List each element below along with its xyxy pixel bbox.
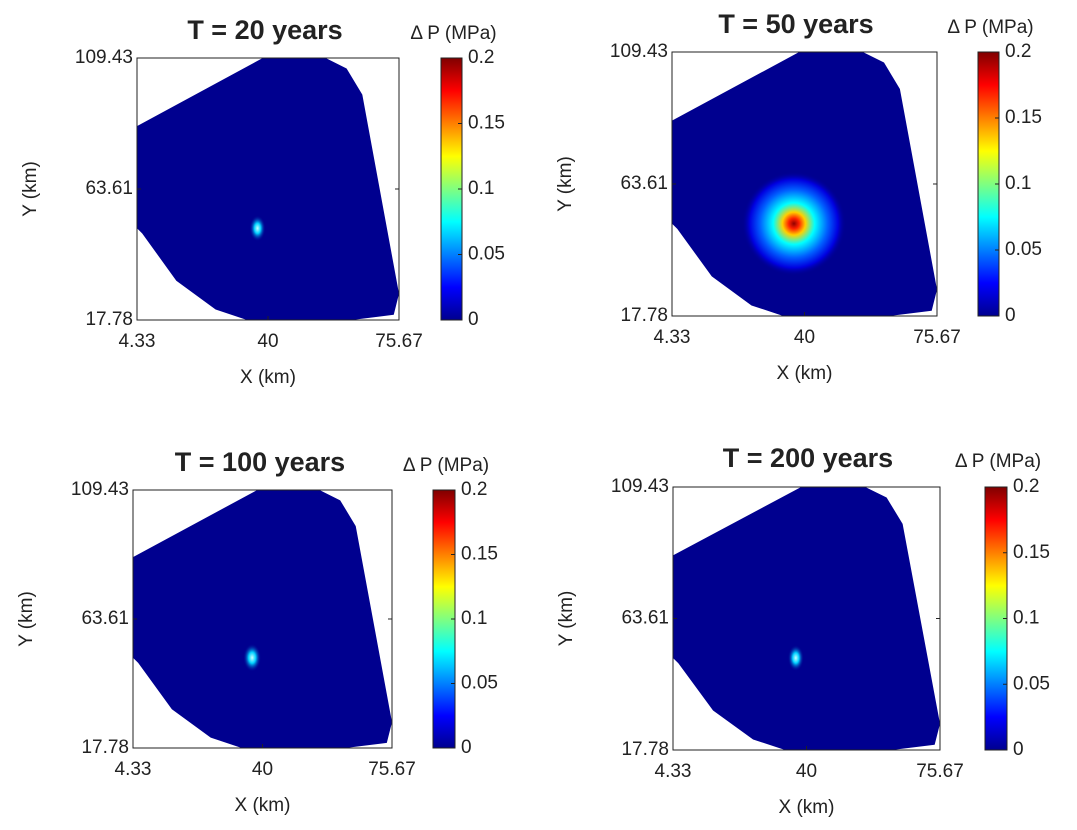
pressure-plume — [741, 171, 846, 276]
y-axis-label: Y (km) — [16, 591, 37, 647]
colorbar-tick-label: 0.2 — [1005, 41, 1031, 62]
y-tick-label: 109.43 — [610, 41, 668, 62]
colorbar-tick-label: 0.1 — [468, 178, 494, 199]
y-tick-label: 17.78 — [85, 309, 133, 330]
x-axis-label: X (km) — [779, 797, 835, 818]
colorbar-tick-label: 0 — [1005, 305, 1016, 326]
y-axis-label: Y (km) — [555, 156, 576, 212]
colorbar-tick-label: 0.05 — [461, 673, 498, 694]
x-axis-label: X (km) — [235, 795, 291, 816]
chart-title: T = 20 years — [187, 15, 342, 45]
y-tick-label: 17.78 — [620, 305, 668, 326]
colorbar-label: Δ P (MPa) — [410, 23, 496, 44]
colorbar-tick-label: 0.05 — [1005, 239, 1042, 260]
y-tick-label: 109.43 — [71, 479, 129, 500]
x-tick-label: 75.67 — [375, 331, 423, 352]
y-tick-label: 109.43 — [75, 47, 133, 68]
colorbar-tick-label: 0.1 — [1013, 608, 1039, 629]
x-tick-label: 75.67 — [916, 761, 964, 782]
x-tick-label: 4.33 — [654, 327, 691, 348]
colorbar-tick-label: 0 — [1013, 739, 1024, 760]
colorbar-label: Δ P (MPa) — [403, 455, 489, 476]
y-tick-label: 63.61 — [81, 608, 129, 629]
y-tick-label: 17.78 — [81, 737, 129, 758]
x-tick-label: 40 — [794, 327, 815, 348]
colorbar-tick-label: 0.2 — [461, 479, 487, 500]
chart-title: T = 200 years — [723, 443, 893, 473]
colorbar-tick-label: 0.05 — [468, 244, 505, 265]
x-axis-label: X (km) — [777, 363, 833, 384]
colorbar-tick-label: 0.15 — [1005, 107, 1042, 128]
pressure-plume — [243, 643, 262, 672]
y-tick-label: 63.61 — [621, 608, 669, 629]
y-tick-label: 17.78 — [621, 739, 669, 760]
colorbar-tick-label: 0 — [468, 309, 479, 330]
y-axis-label: Y (km) — [20, 161, 41, 217]
pressure-plume — [249, 215, 266, 242]
x-axis-label: X (km) — [240, 367, 296, 388]
x-tick-label: 4.33 — [119, 331, 156, 352]
reservoir-domain — [673, 487, 940, 750]
x-tick-label: 75.67 — [368, 759, 416, 780]
chart-title: T = 100 years — [175, 447, 345, 477]
colorbar-tick-label: 0.1 — [1005, 173, 1031, 194]
colorbar-tick-label: 0.15 — [468, 113, 505, 134]
x-tick-label: 75.67 — [913, 327, 961, 348]
y-axis-label: Y (km) — [556, 591, 577, 647]
colorbar-tick-label: 0 — [461, 737, 472, 758]
reservoir-domain — [137, 58, 399, 320]
chart-title: T = 50 years — [718, 9, 873, 39]
pressure-plume — [787, 644, 804, 671]
x-tick-label: 40 — [252, 759, 273, 780]
colorbar-tick-label: 0.05 — [1013, 673, 1050, 694]
x-tick-label: 40 — [796, 761, 817, 782]
colorbar-tick-label: 0.2 — [1013, 476, 1039, 497]
colorbar-label: Δ P (MPa) — [955, 451, 1041, 472]
y-tick-label: 63.61 — [85, 178, 133, 199]
x-tick-label: 4.33 — [115, 759, 152, 780]
colorbar-tick-label: 0.1 — [461, 608, 487, 629]
colorbar-tick-label: 0.15 — [1013, 542, 1050, 563]
y-tick-label: 63.61 — [620, 173, 668, 194]
colorbar-label: Δ P (MPa) — [947, 17, 1033, 38]
y-tick-label: 109.43 — [611, 476, 669, 497]
x-tick-label: 40 — [257, 331, 278, 352]
reservoir-domain — [133, 490, 392, 748]
colorbar-tick-label: 0.15 — [461, 544, 498, 565]
colorbar-tick-label: 0.2 — [468, 47, 494, 68]
x-tick-label: 4.33 — [655, 761, 692, 782]
